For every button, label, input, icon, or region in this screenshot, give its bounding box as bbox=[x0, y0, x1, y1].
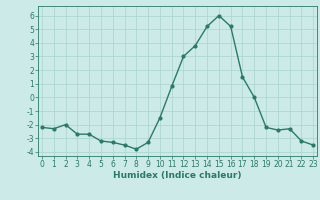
X-axis label: Humidex (Indice chaleur): Humidex (Indice chaleur) bbox=[113, 171, 242, 180]
